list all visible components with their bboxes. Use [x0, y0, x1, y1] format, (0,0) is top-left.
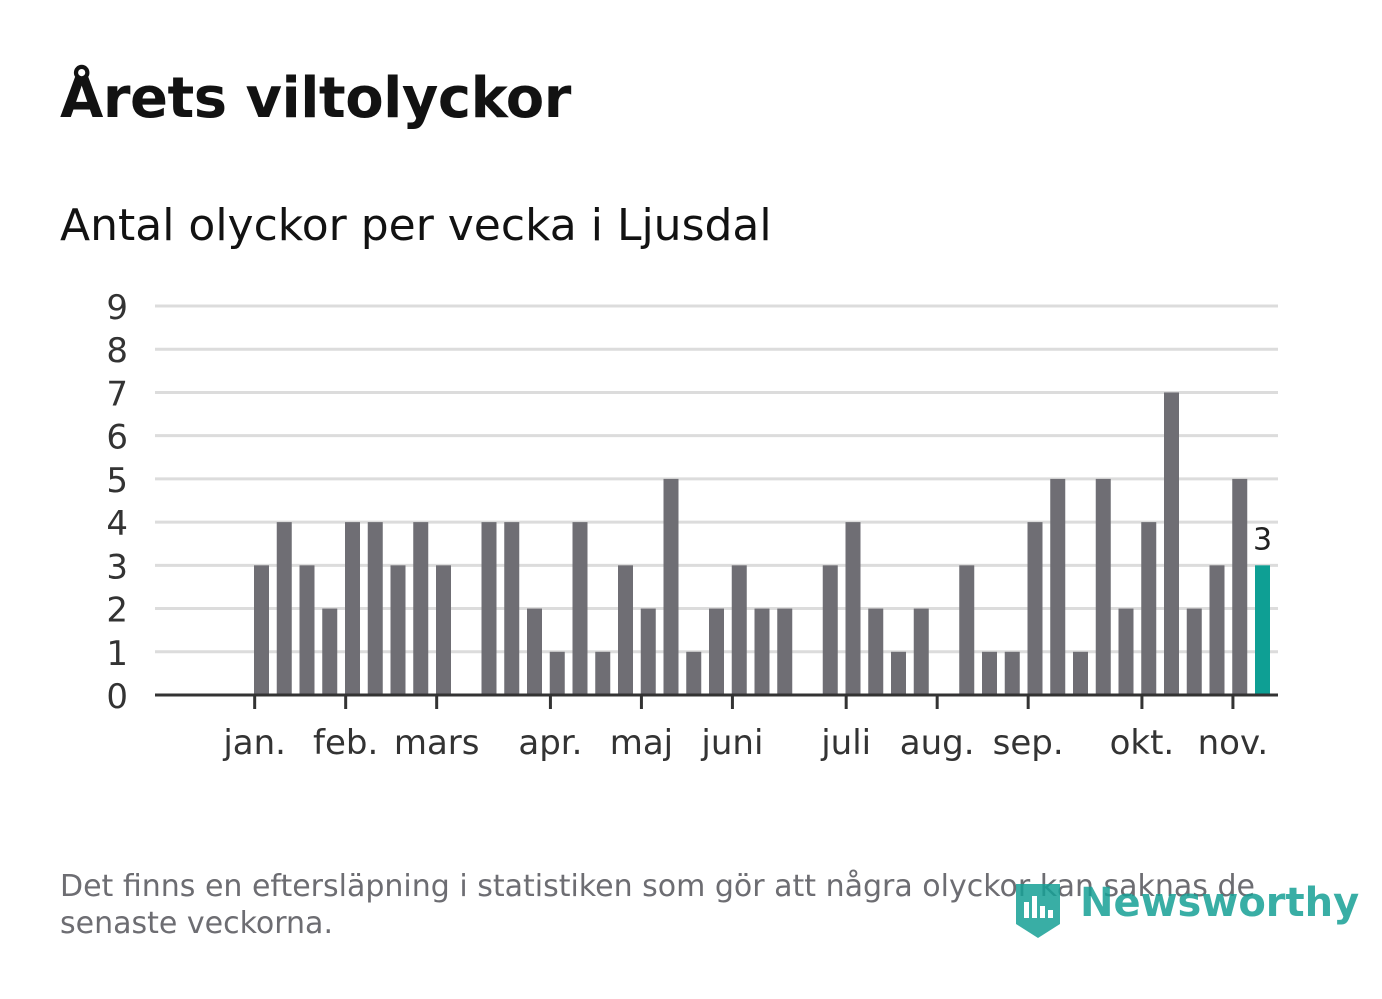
x-tick-label: maj	[610, 723, 673, 763]
chart-title: Årets viltolyckor	[60, 66, 571, 131]
bar	[868, 608, 884, 695]
bar	[1027, 522, 1043, 695]
bar	[618, 565, 633, 695]
bar	[1164, 392, 1179, 695]
bar	[345, 522, 360, 695]
x-tick-label: apr.	[518, 723, 582, 763]
x-tick-label: juli	[820, 723, 871, 763]
y-tick-label: 8	[106, 331, 128, 371]
bar	[1073, 651, 1088, 695]
x-tick-label: jan.	[222, 723, 286, 763]
bar	[1004, 651, 1020, 695]
bar	[367, 522, 383, 695]
bar	[322, 608, 338, 695]
x-tick-label: okt.	[1110, 723, 1175, 763]
y-tick-label: 9	[106, 288, 128, 328]
x-tick-label: nov.	[1198, 723, 1269, 763]
bar	[481, 522, 497, 695]
bar	[959, 565, 975, 695]
bar	[1050, 478, 1066, 695]
chart-subtitle: Antal olyckor per vecka i Ljusdal	[60, 200, 772, 251]
bar	[572, 522, 588, 695]
bar	[299, 565, 315, 695]
bar	[595, 651, 611, 695]
y-tick-label: 7	[106, 374, 128, 414]
highlight-bar	[1255, 565, 1270, 695]
x-tick-label: feb.	[313, 723, 378, 763]
bar	[436, 565, 451, 695]
bar	[845, 522, 861, 695]
x-tick-label: aug.	[900, 723, 975, 763]
bar	[754, 608, 770, 695]
bar	[549, 651, 565, 695]
y-tick-label: 5	[106, 461, 128, 501]
bar	[254, 565, 269, 695]
y-tick-label: 2	[106, 591, 128, 631]
bar	[822, 565, 838, 695]
bar	[1209, 565, 1225, 695]
bar	[1186, 608, 1202, 695]
newsworthy-logo-icon	[1016, 884, 1060, 938]
bar	[1095, 478, 1111, 695]
bar	[686, 651, 702, 695]
bar	[913, 608, 929, 695]
newsworthy-logo-text: Newsworthy	[1080, 880, 1360, 926]
y-tick-label: 4	[106, 504, 128, 544]
bar	[1232, 478, 1248, 695]
bar	[276, 522, 292, 695]
bar	[709, 608, 724, 695]
bar	[390, 565, 406, 695]
y-tick-label: 1	[106, 634, 128, 674]
x-tick-label: juni	[700, 723, 763, 763]
newsworthy-logo: Newsworthy	[1010, 880, 1359, 940]
x-tick-label: mars	[394, 723, 480, 763]
bar	[663, 478, 679, 695]
bar	[891, 651, 906, 695]
x-tick-label: sep.	[993, 723, 1064, 763]
bar	[777, 608, 793, 695]
y-tick-label: 0	[106, 677, 128, 717]
bar	[1141, 522, 1157, 695]
data-label: 3	[1253, 522, 1272, 557]
y-tick-label: 6	[106, 418, 128, 458]
bar	[504, 522, 520, 695]
bar	[527, 608, 542, 695]
bar	[1118, 608, 1134, 695]
bar	[982, 651, 997, 695]
bar	[413, 522, 429, 695]
y-tick-label: 3	[106, 547, 128, 587]
bar	[731, 565, 747, 695]
bar	[640, 608, 656, 695]
